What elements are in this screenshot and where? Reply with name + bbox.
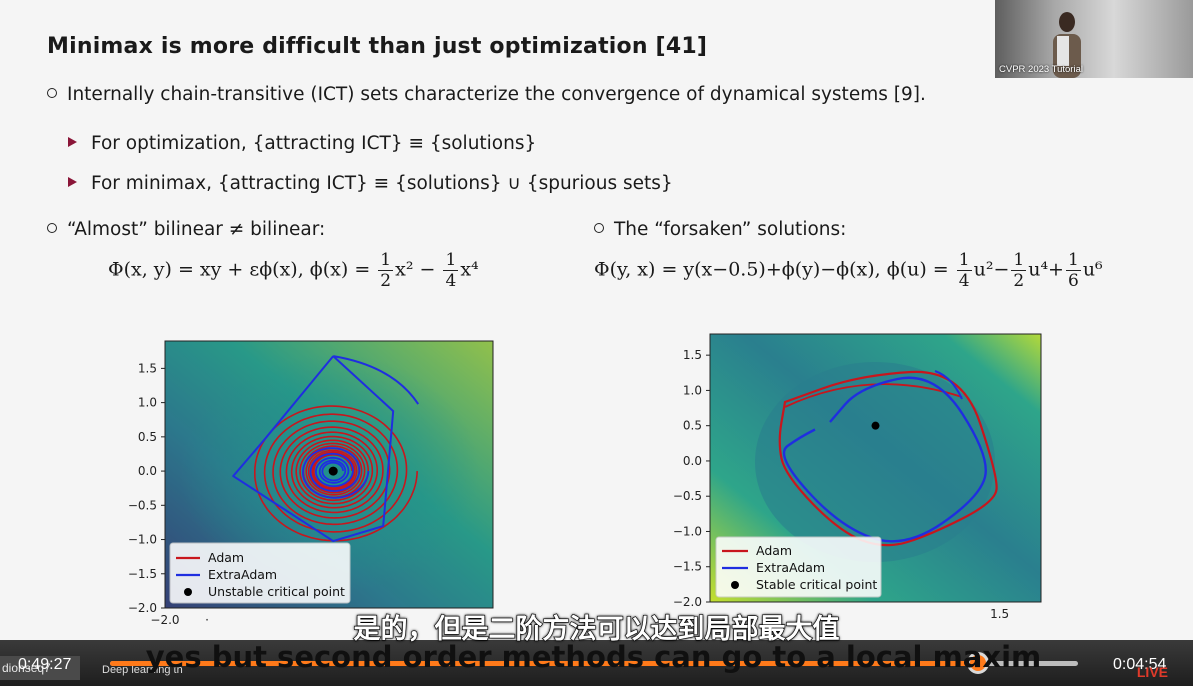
bullet-forsaken: The “forsaken” solutions: [594, 219, 846, 240]
equation-bilinear: Φ(x, y) = xy + εϕ(x), ϕ(x) = 1 2 x² − 1 4 x⁴ [108, 250, 479, 291]
sub-bullet-optimization-text: For optimization, {attracting ICT} ≡ {so… [91, 133, 537, 154]
eq1-minus: − [419, 258, 436, 281]
sub-bullet-optimization: For optimization, {attracting ICT} ≡ {so… [68, 133, 536, 154]
progress-thumb[interactable] [967, 652, 990, 674]
progress-fill [110, 661, 979, 666]
legend-swatch [184, 588, 192, 596]
y-tick-label: −2.0 [128, 601, 157, 615]
legend-label: ExtraAdam [208, 567, 277, 582]
y-tick-label: 1.0 [683, 383, 702, 397]
slide: Minimax is more difficult than just opti… [47, 0, 1193, 627]
circle-bullet-icon [47, 223, 57, 233]
y-tick-label: −1.0 [128, 533, 157, 547]
legend-label: Adam [756, 543, 792, 558]
circle-bullet-icon [594, 223, 604, 233]
y-tick-label: 0.0 [683, 454, 702, 468]
series-extraadam-inner [302, 447, 370, 499]
series-extraadam-tail [934, 370, 963, 400]
sub-bullet-minimax: For minimax, {attracting ICT} ≡ {solutio… [68, 173, 673, 194]
live-badge: LIVE [1136, 664, 1168, 680]
series-extraadam-line [782, 376, 987, 543]
series-extraadam-line [232, 355, 395, 543]
y-tick-label: 0.5 [683, 419, 702, 433]
x-tick-label: · [205, 613, 209, 627]
plot-frame [709, 333, 1042, 603]
bullet-ict-text: Internally chain-transitive (ICT) sets c… [67, 84, 926, 105]
legend-label: ExtraAdam [756, 560, 825, 575]
y-tick-label: 1.5 [138, 361, 157, 375]
presenter-image [1053, 12, 1081, 78]
y-tick-label: 1.0 [138, 396, 157, 410]
webcam-feed: CVPR 2023 Tutorial [995, 0, 1193, 78]
slide-title: Minimax is more difficult than just opti… [47, 34, 708, 59]
series-adam-line [778, 370, 998, 547]
eq1-term: x² [395, 258, 414, 281]
bullet-bilinear-text: “Almost” bilinear ≠ bilinear: [67, 219, 326, 240]
circle-bullet-icon [47, 88, 57, 98]
y-tick-label: −1.5 [673, 560, 702, 574]
series-extraadam-tail [333, 355, 420, 405]
subtitle-chinese: 是的，但是二阶方法可以达到局部最大值 [353, 613, 840, 645]
current-time: 0:49:27 [18, 656, 72, 673]
triangle-bullet-icon [68, 177, 77, 187]
bullet-forsaken-text: The “forsaken” solutions: [614, 219, 847, 240]
series-adam-branch [784, 383, 963, 408]
eq2-term: u⁶ [1082, 258, 1103, 281]
eq2-term: u²− [973, 258, 1010, 281]
x-tick-label: 1.5 [990, 607, 1009, 621]
legend-label: Adam [208, 550, 244, 565]
subtitle-english: yes but second order methods can go to a… [145, 640, 1042, 674]
y-tick-label: 0.5 [138, 430, 157, 444]
y-tick-label: −2.0 [673, 595, 702, 609]
eq2-lhs: Φ(y, x) = y(x−0.5)+ϕ(y)−ϕ(x), ϕ(u) = [594, 258, 949, 281]
y-tick-label: −0.5 [128, 498, 157, 512]
plot-bilinear: 1.5 1.0 0.5 0.0 −0.5 −1.0 −1.5 −2.0−2.0 · Adam Ex… [128, 340, 494, 627]
y-tick-label: −1.0 [673, 524, 702, 538]
legend-label: Unstable critical point [208, 584, 345, 599]
legend-box [715, 536, 882, 598]
eq1-term: x⁴ [460, 258, 479, 281]
plot-frame [164, 340, 494, 609]
eq2-term: u⁴+ [1028, 258, 1064, 281]
x-tick-label: −2.0 [150, 613, 179, 627]
bullet-bilinear: “Almost” bilinear ≠ bilinear: [47, 219, 325, 240]
duration-time: 0:04:54 [1113, 656, 1167, 673]
progress-bar[interactable] [110, 661, 1078, 666]
y-tick-label: 1.5 [683, 348, 702, 362]
critical-point-marker [871, 421, 880, 430]
lecture-tag: Deep learning th [102, 664, 183, 676]
y-tick-label: −0.5 [673, 489, 702, 503]
sub-bullet-minimax-text: For minimax, {attracting ICT} ≡ {solutio… [91, 173, 673, 194]
y-tick-label: 0.0 [138, 464, 157, 478]
eq1-lhs: Φ(x, y) = xy + εϕ(x), ϕ(x) = [108, 258, 371, 281]
critical-point-marker [328, 466, 338, 476]
plot-forsaken: 1.5 1.0 0.5 0.0 −0.5 −1.0 −1.5 −2.0 1.5 Adam Extr… [673, 333, 1042, 621]
legend-box [169, 542, 351, 604]
legend-label: Stable critical point [756, 577, 877, 592]
bullet-ict: Internally chain-transitive (ICT) sets c… [47, 84, 926, 105]
y-tick-label: −1.5 [128, 567, 157, 581]
series-adam-line [254, 405, 418, 542]
webcam-label: CVPR 2023 Tutorial [999, 64, 1083, 75]
triangle-bullet-icon [68, 137, 77, 147]
channel-tag: dionseq7 [0, 656, 80, 680]
legend-swatch [731, 581, 739, 589]
